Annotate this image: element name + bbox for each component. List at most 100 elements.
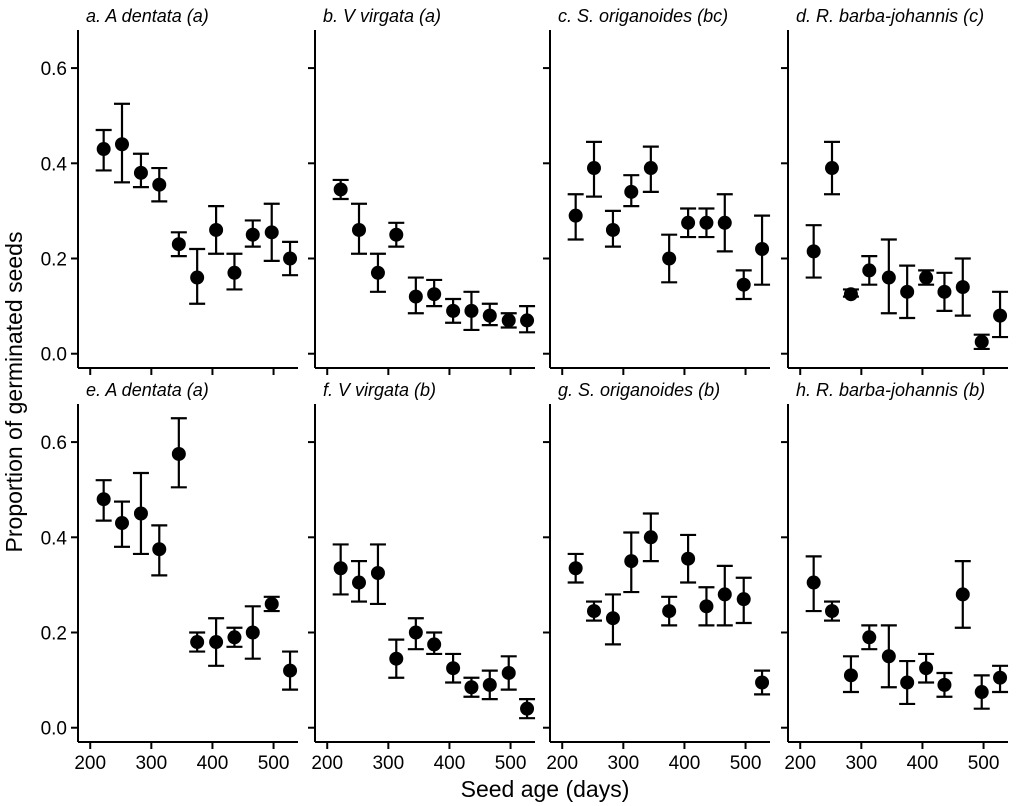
data-point bbox=[862, 630, 877, 645]
data-point bbox=[568, 208, 583, 223]
y-tick-label: 0.0 bbox=[41, 345, 67, 366]
data-point bbox=[370, 566, 385, 580]
data-point bbox=[662, 604, 677, 619]
x-tick-label: 400 bbox=[907, 753, 939, 774]
panel-title: b. V virgata (a) bbox=[323, 6, 441, 26]
data-point bbox=[825, 604, 839, 619]
x-tick-label: 200 bbox=[784, 753, 816, 774]
data-point bbox=[227, 265, 242, 280]
data-point bbox=[843, 668, 858, 683]
data-point bbox=[736, 277, 751, 292]
data-point bbox=[245, 625, 260, 640]
x-tick-label: 200 bbox=[311, 753, 343, 774]
y-tick-label: 0.2 bbox=[41, 624, 67, 645]
panels-layer: a. A dentata (a) 0.0 0.2 0.4 0.6 b. V virgata… bbox=[41, 6, 1009, 774]
data-point bbox=[408, 625, 423, 640]
panel-1: a. A dentata (a) 0.0 0.2 0.4 0.6 bbox=[41, 6, 299, 375]
data-point bbox=[96, 492, 111, 507]
data-point bbox=[227, 630, 242, 645]
data-point bbox=[699, 599, 714, 614]
data-point bbox=[446, 303, 461, 318]
panel-title: g. S. origanoides (b) bbox=[558, 380, 720, 400]
x-tick-label: 300 bbox=[845, 753, 877, 774]
data-point bbox=[881, 649, 896, 664]
data-point bbox=[587, 604, 601, 619]
x-tick-label: 400 bbox=[197, 753, 229, 774]
panel-title: f. V virgata (b) bbox=[323, 380, 436, 400]
data-point bbox=[717, 215, 732, 230]
data-point bbox=[352, 222, 366, 237]
data-point bbox=[662, 251, 677, 266]
x-tick-label: 500 bbox=[968, 753, 1000, 774]
x-tick-label: 300 bbox=[607, 753, 639, 774]
y-tick-label: 0.6 bbox=[41, 59, 67, 80]
x-tick-label: 300 bbox=[135, 753, 167, 774]
data-point bbox=[283, 251, 298, 266]
data-point bbox=[283, 663, 298, 678]
data-point bbox=[408, 289, 423, 304]
data-point bbox=[482, 308, 497, 323]
panel-7: g. S. origanoides (b) 200 300 400 500 bbox=[543, 380, 771, 774]
panel-title: d. R. barba-johannis (c) bbox=[796, 6, 984, 26]
data-point bbox=[115, 516, 129, 531]
data-point bbox=[115, 137, 129, 152]
data-point bbox=[520, 701, 535, 716]
data-point bbox=[624, 554, 639, 569]
data-point bbox=[624, 184, 639, 199]
data-point bbox=[605, 611, 620, 626]
data-point bbox=[501, 313, 516, 328]
data-point bbox=[152, 542, 167, 557]
data-point bbox=[937, 284, 952, 299]
x-tick-label: 500 bbox=[730, 753, 762, 774]
panel-3: c. S. origanoides (bc) bbox=[543, 6, 771, 375]
data-point bbox=[755, 241, 770, 256]
data-point bbox=[681, 551, 696, 566]
data-point bbox=[389, 651, 404, 666]
data-point bbox=[464, 303, 479, 318]
panel-4: d. R. barba-johannis (c) bbox=[781, 6, 1009, 375]
x-tick-label: 500 bbox=[495, 753, 527, 774]
data-point bbox=[755, 675, 770, 690]
data-point bbox=[427, 637, 442, 652]
data-point bbox=[699, 215, 714, 230]
data-point bbox=[825, 161, 839, 176]
data-point bbox=[806, 244, 821, 259]
y-tick-label: 0.2 bbox=[41, 250, 67, 271]
data-point bbox=[133, 165, 148, 180]
data-point bbox=[501, 665, 516, 680]
data-point bbox=[881, 270, 896, 285]
data-point bbox=[919, 270, 934, 285]
data-point bbox=[427, 287, 442, 302]
panel-title: a. A dentata (a) bbox=[86, 6, 209, 26]
data-point bbox=[806, 575, 821, 590]
data-point bbox=[955, 587, 970, 602]
data-point bbox=[333, 182, 348, 197]
x-tick-label: 400 bbox=[669, 753, 701, 774]
data-point bbox=[605, 222, 620, 237]
data-point bbox=[370, 265, 385, 280]
data-point bbox=[209, 222, 224, 237]
data-point bbox=[245, 227, 260, 242]
data-point bbox=[862, 263, 877, 278]
data-point bbox=[919, 661, 934, 676]
data-point bbox=[568, 561, 583, 576]
data-point bbox=[993, 308, 1008, 323]
data-point bbox=[736, 592, 751, 607]
data-point bbox=[974, 334, 989, 349]
data-point bbox=[190, 635, 205, 650]
data-point bbox=[843, 287, 858, 302]
data-point bbox=[937, 677, 952, 692]
data-point bbox=[717, 587, 732, 602]
y-tick-label: 0.4 bbox=[41, 528, 68, 549]
data-point bbox=[643, 530, 658, 545]
data-point bbox=[464, 680, 479, 695]
data-point bbox=[974, 685, 989, 700]
data-point bbox=[681, 215, 696, 230]
panel-6: f. V virgata (b) 200 300 400 500 bbox=[308, 380, 536, 774]
data-point bbox=[171, 237, 186, 252]
data-point bbox=[482, 677, 497, 692]
y-tick-label: 0.6 bbox=[41, 433, 67, 454]
y-axis-label: Proportion of germinated seeds bbox=[1, 232, 27, 553]
data-point bbox=[446, 661, 461, 676]
